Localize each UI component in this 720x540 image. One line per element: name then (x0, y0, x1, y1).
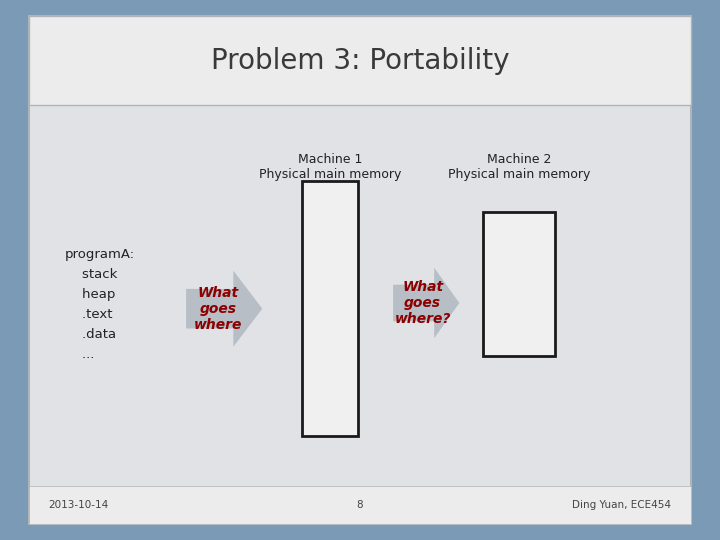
Polygon shape (393, 268, 459, 338)
Text: What
goes
where: What goes where (194, 286, 243, 332)
Text: 2013-10-14: 2013-10-14 (49, 500, 109, 510)
FancyBboxPatch shape (302, 181, 359, 436)
Text: Ding Yuan, ECE454: Ding Yuan, ECE454 (572, 500, 671, 510)
Text: programA:
    stack
    heap
    .text
    .data
    ...: programA: stack heap .text .data ... (66, 248, 135, 361)
FancyBboxPatch shape (29, 16, 691, 105)
Text: Problem 3: Portability: Problem 3: Portability (211, 46, 509, 75)
Text: 8: 8 (356, 500, 364, 510)
Text: Machine 2
Physical main memory: Machine 2 Physical main memory (448, 153, 590, 180)
FancyBboxPatch shape (29, 486, 691, 524)
FancyBboxPatch shape (29, 16, 691, 524)
FancyBboxPatch shape (482, 212, 555, 356)
Text: What
goes
where?: What goes where? (395, 280, 451, 326)
Text: Machine 1
Physical main memory: Machine 1 Physical main memory (259, 153, 401, 180)
Polygon shape (186, 271, 262, 347)
